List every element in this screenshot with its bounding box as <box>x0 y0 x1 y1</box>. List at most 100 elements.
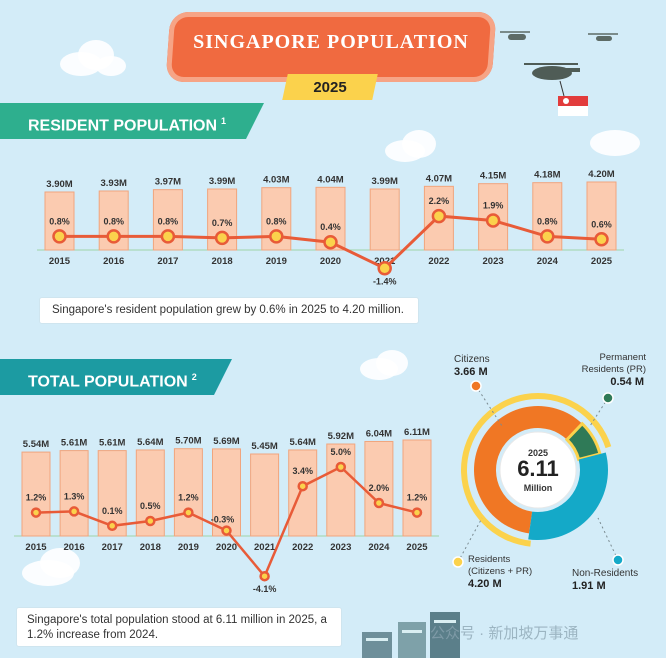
helicopter-icon <box>524 63 580 97</box>
population-label: 5.61M <box>99 438 125 449</box>
year-label: 2025 <box>313 79 347 96</box>
total-population-chart: 5.54M 2015 5.61M 2016 5.61M 2017 5.64M 2018 5.70… <box>14 427 439 594</box>
growth-label: 0.8% <box>49 216 70 226</box>
callout-value: 0.54 M <box>610 376 644 388</box>
growth-point <box>106 520 118 532</box>
donut-slice <box>528 452 608 540</box>
year-tick-label: 2022 <box>428 256 449 267</box>
population-label: 5.69M <box>213 436 239 447</box>
year-tick-label: 2023 <box>330 542 351 553</box>
population-label: 5.45M <box>251 441 277 452</box>
population-label: 4.18M <box>534 170 560 181</box>
population-label: 3.97M <box>155 177 181 188</box>
donut-center <box>499 431 577 509</box>
donut-slice <box>474 406 583 534</box>
year-tick-label: 2019 <box>266 256 287 267</box>
buildings-illustration <box>362 612 460 658</box>
resident-population-chart: 3.90M 2015 3.93M 2016 3.97M 2017 3.99M 2018 4.03… <box>37 169 624 286</box>
growth-point <box>540 229 555 244</box>
callout-dot <box>602 392 614 404</box>
growth-point <box>377 261 392 276</box>
callout-label: Non-Residents <box>572 568 638 579</box>
population-bar <box>59 450 89 537</box>
growth-point <box>160 229 176 244</box>
growth-point <box>269 229 284 244</box>
growth-point <box>335 461 347 473</box>
population-label: 6.04M <box>366 428 392 439</box>
total-section-title: TOTAL POPULATION 2 <box>0 359 232 395</box>
callout-leader <box>597 517 619 561</box>
watermark: 公众号 · 新加坡万事通 <box>430 625 579 642</box>
population-label: 4.07M <box>426 173 452 184</box>
population-label: 3.93M <box>100 178 126 189</box>
resident-title-text: RESIDENT POPULATION <box>28 117 218 135</box>
growth-label: 1.2% <box>178 493 199 503</box>
resident-note: Singapore's resident population grew by … <box>39 297 419 324</box>
growth-point <box>183 507 194 518</box>
callout-dot <box>452 556 464 568</box>
population-label: 5.64M <box>289 437 315 448</box>
population-bar <box>402 439 432 537</box>
population-bar <box>21 451 51 537</box>
year-tick-label: 2018 <box>140 542 161 553</box>
year-tick-label: 2025 <box>591 256 613 267</box>
growth-label: 3.4% <box>292 466 313 476</box>
population-label: 3.99M <box>371 176 397 187</box>
callout-dot <box>612 554 624 566</box>
total-note: Singapore's total population stood at 6.… <box>16 607 342 647</box>
cloud <box>590 130 640 156</box>
year-tick-label: 2015 <box>25 542 47 553</box>
resident-section-title: RESIDENT POPULATION 1 <box>0 103 264 139</box>
growth-label: -0.3% <box>211 515 235 525</box>
donut-slice <box>564 421 602 462</box>
helicopter-flag-illustration <box>500 31 618 116</box>
growth-point <box>68 506 80 517</box>
total-title-text: TOTAL POPULATION <box>28 373 188 391</box>
year-tick-label: 2021 <box>254 542 276 553</box>
population-label: 4.15M <box>480 171 506 182</box>
helicopter-icon <box>588 33 618 41</box>
year-tick-label: 2023 <box>483 256 504 267</box>
population-bar <box>173 448 203 537</box>
growth-label: 1.2% <box>407 493 428 503</box>
growth-label: 0.6% <box>591 219 612 229</box>
growth-label: 0.7% <box>212 218 233 228</box>
growth-point <box>373 497 385 509</box>
cloud <box>402 130 436 158</box>
year-tick-label: 2020 <box>216 542 237 553</box>
year-tick-label: 2017 <box>102 542 123 553</box>
population-bar <box>288 449 318 537</box>
population-label: 4.04M <box>317 174 343 185</box>
callout-label: Residents (PR) <box>582 364 646 375</box>
residents-ring <box>461 393 612 547</box>
growth-point <box>297 480 308 492</box>
year-tick-label: 2015 <box>49 256 71 267</box>
growth-label: 2.2% <box>429 196 450 206</box>
population-label: 5.54M <box>23 439 49 450</box>
donut-center-value: 6.11 <box>517 456 559 481</box>
population-bar <box>326 443 356 537</box>
growth-label: 0.8% <box>158 216 179 226</box>
growth-point <box>323 234 338 250</box>
growth-point <box>259 570 270 582</box>
population-bar <box>212 448 241 537</box>
callout-value: 1.91 M <box>572 580 606 592</box>
growth-label: 0.8% <box>266 216 287 226</box>
population-label: 5.70M <box>175 436 201 447</box>
callout-value: 4.20 M <box>468 578 502 590</box>
donut-center-year: 2025 <box>528 448 548 458</box>
singapore-flag-icon <box>558 96 588 116</box>
callout-value: 3.66 M <box>454 366 488 378</box>
year-tick-label: 2017 <box>157 256 178 267</box>
growth-point <box>221 525 232 536</box>
population-bar <box>369 188 400 251</box>
population-label: 3.90M <box>46 179 72 190</box>
page-title: SINGAPORE POPULATION <box>193 31 469 53</box>
growth-label: 1.3% <box>64 491 85 501</box>
year-tick-label: 2022 <box>292 542 313 553</box>
growth-point <box>214 230 230 246</box>
growth-label: 0.8% <box>103 216 124 226</box>
growth-label: 0.1% <box>102 506 123 516</box>
year-tick-label: 2016 <box>103 256 124 267</box>
growth-point <box>594 232 609 247</box>
